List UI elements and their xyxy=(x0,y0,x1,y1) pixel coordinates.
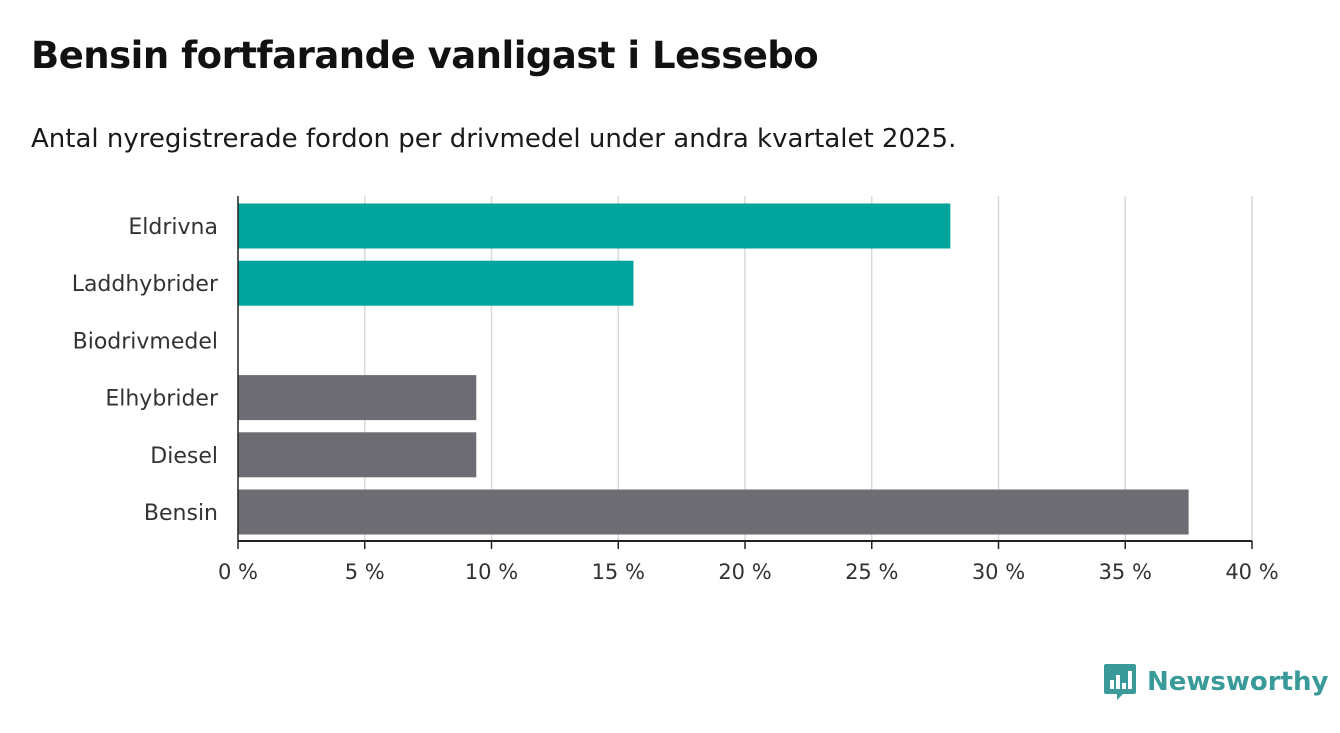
bar-diesel xyxy=(238,432,477,478)
chart-title: Bensin fortfarande vanligast i Lessebo xyxy=(31,34,819,77)
chart-subtitle: Antal nyregistrerade fordon per drivmede… xyxy=(31,124,957,154)
newsworthy-brand[interactable]: Newsworthy xyxy=(1103,662,1328,702)
bar-eldrivna xyxy=(238,203,951,249)
category-label: Laddhybrider xyxy=(72,272,219,297)
x-tick-label: 10 % xyxy=(465,560,518,584)
x-tick-label: 40 % xyxy=(1225,560,1278,584)
bar-laddhybrider xyxy=(238,260,634,306)
x-tick-label: 35 % xyxy=(1099,560,1152,584)
x-tick-label: 15 % xyxy=(592,560,645,584)
category-label: Elhybrider xyxy=(105,387,219,412)
newsworthy-logo-text: Newsworthy xyxy=(1147,667,1329,697)
x-tick-label: 25 % xyxy=(845,560,898,584)
x-tick-label: 0 % xyxy=(218,560,258,584)
x-axis: 0 % 5 % 10 % 15 % 20 % 25 % 30 % 35 % 40 % xyxy=(218,196,1279,584)
bar-bensin xyxy=(238,489,1189,535)
x-tick-label: 5 % xyxy=(345,560,385,584)
bars xyxy=(238,203,1189,535)
category-label: Diesel xyxy=(150,444,218,469)
category-label: Biodrivmedel xyxy=(73,329,218,354)
category-labels: Eldrivna Laddhybrider Biodrivmedel Elhybrid… xyxy=(72,215,219,526)
category-label: Eldrivna xyxy=(128,215,218,240)
category-label: Bensin xyxy=(144,501,218,526)
bar-elhybrider xyxy=(238,375,477,421)
x-tick-label: 20 % xyxy=(718,560,771,584)
gridlines xyxy=(364,196,1253,541)
x-tick-label: 30 % xyxy=(972,560,1025,584)
newsworthy-logo-icon xyxy=(1104,664,1136,700)
